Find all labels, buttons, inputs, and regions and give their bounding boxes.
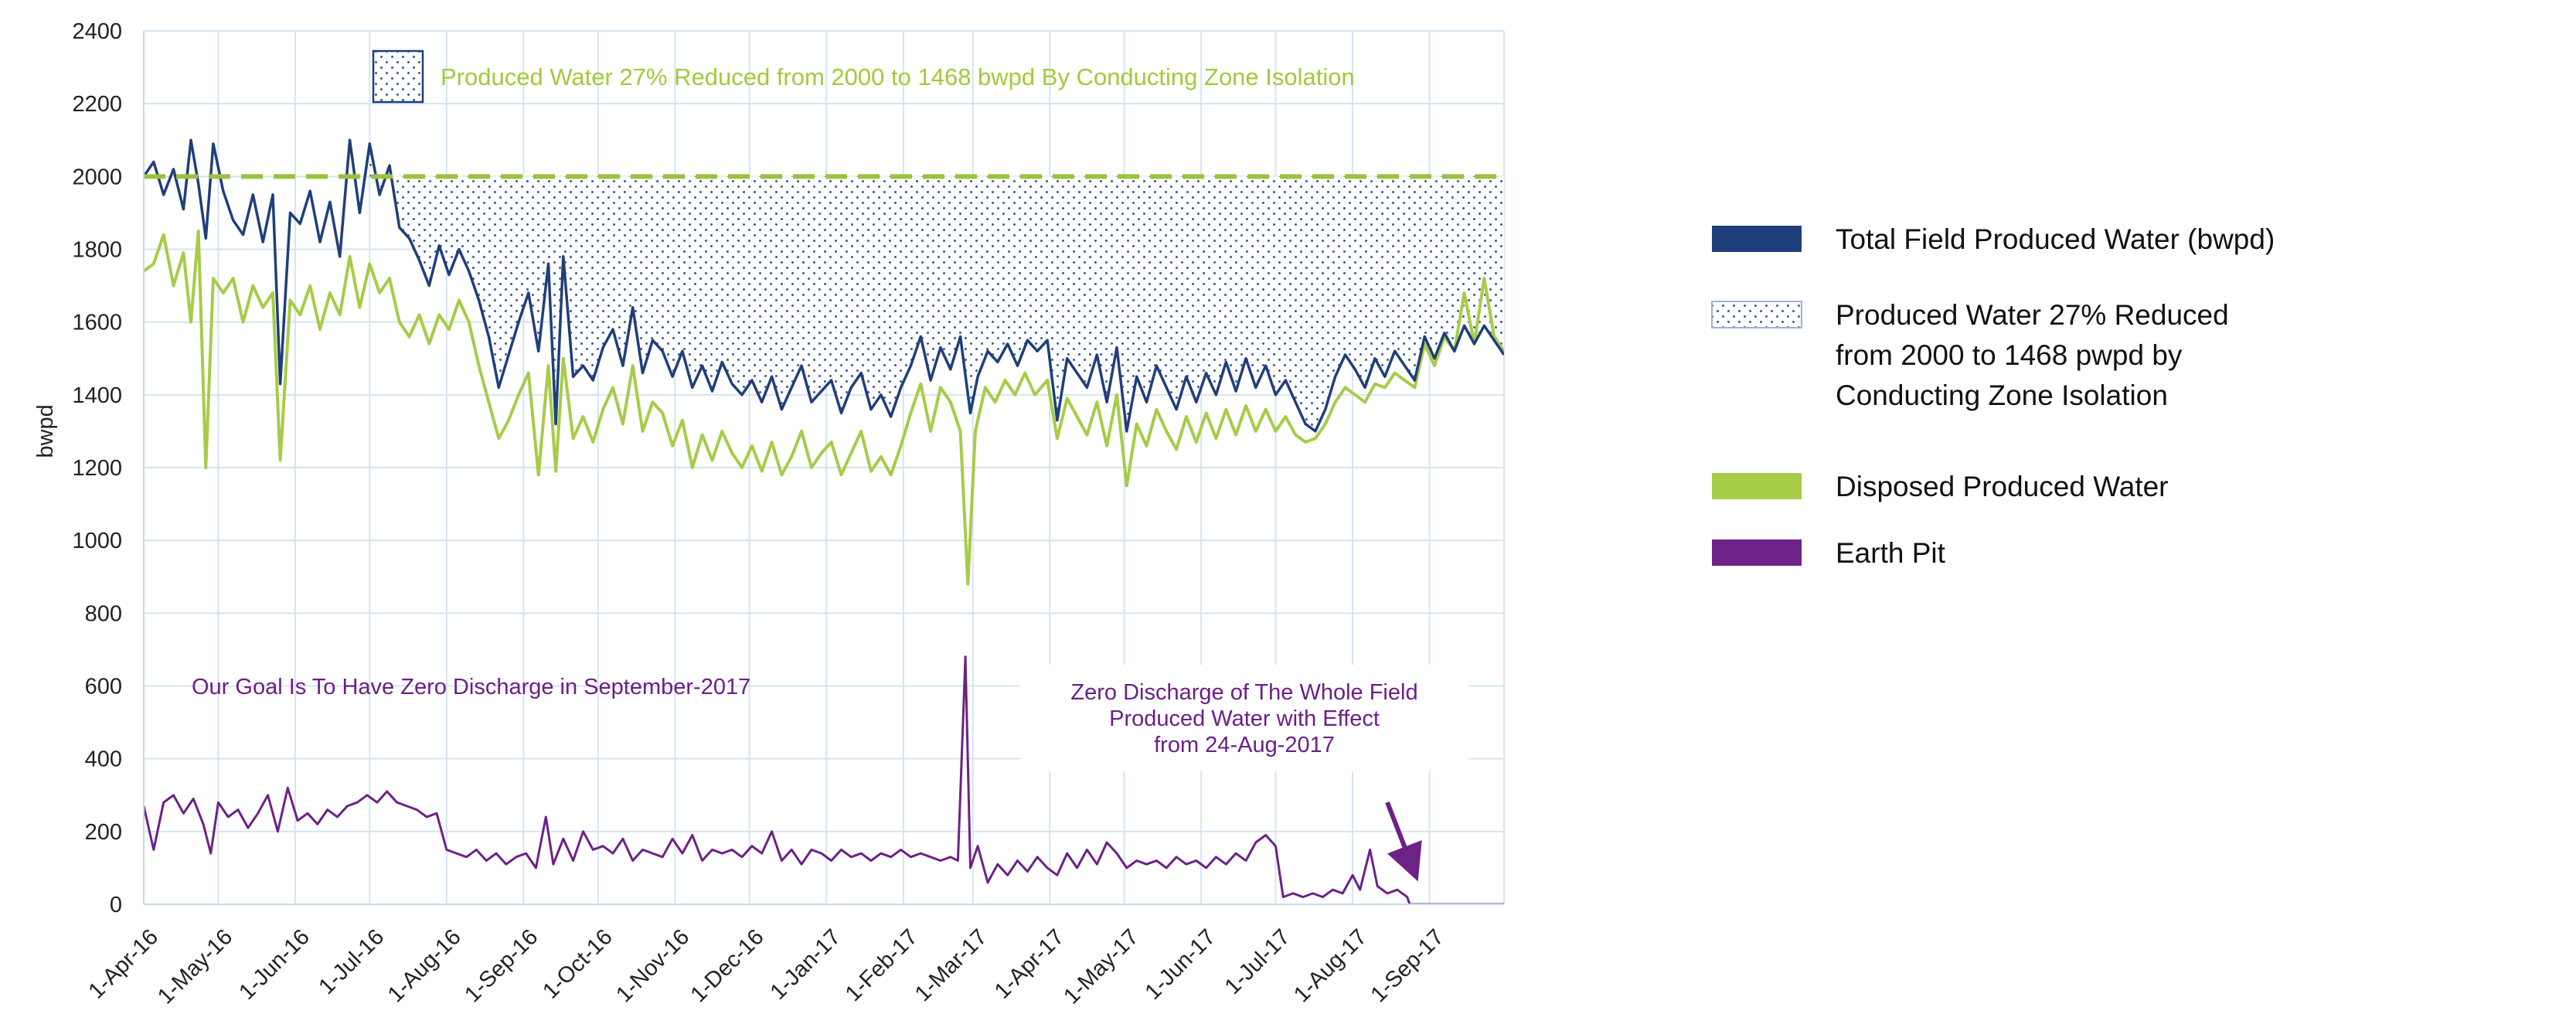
y-tick-label: 2000 [72, 165, 122, 189]
x-tick-label: 1-Jun-17 [1141, 924, 1221, 1005]
y-tick-label: 600 [85, 675, 122, 699]
x-tick-label: 1-Apr-16 [84, 924, 163, 1003]
x-tick-label: 1-Sep-17 [1366, 924, 1449, 1007]
x-tick-label: 1-Feb-17 [841, 924, 923, 1006]
x-tick-label: 1-Jul-17 [1220, 924, 1295, 999]
x-tick-label: 1-Aug-16 [383, 924, 466, 1007]
y-tick-label: 400 [85, 747, 122, 772]
earth-pit-line [144, 655, 1504, 904]
legend-swatch [1711, 301, 1802, 328]
top-annotation-text: Produced Water 27% Reduced from 2000 to … [441, 63, 1355, 90]
y-tick-label: 1600 [72, 311, 122, 335]
x-tick-label: 1-Mar-17 [910, 924, 992, 1006]
zero-discharge-annotation-line: Produced Water with Effect [1109, 706, 1380, 731]
y-tick-label: 2400 [72, 19, 122, 44]
total-field-produced-water-line [144, 138, 1504, 433]
legend-swatch [1712, 226, 1802, 252]
goal-annotation-text: Our Goal Is To Have Zero Discharge in Se… [192, 675, 750, 699]
disposed-produced-water-line [144, 230, 1504, 586]
x-tick-label: 1-Oct-16 [538, 924, 617, 1003]
zero-discharge-annotation-line: Zero Discharge of The Whole Field [1070, 680, 1417, 705]
x-tick-label: 1-May-17 [1059, 924, 1143, 1009]
series-lines [144, 138, 1504, 904]
x-tick-label: 1-Jan-17 [766, 924, 846, 1005]
axes: 0 200 400 600 800 1000 1200 1400 1600 1800 2000 220… [33, 19, 1504, 1009]
x-tick-label: 1-Apr-17 [990, 924, 1069, 1003]
legend-label: Produced Water 27% Reduced [1836, 299, 2229, 331]
y-tick-label: 1200 [72, 456, 122, 481]
y-tick-label: 200 [85, 820, 122, 845]
y-axis-title: bwpd [33, 404, 58, 458]
zero-discharge-annotation-line: from 24-Aug-2017 [1154, 733, 1335, 757]
legend-label: Conducting Zone Isolation [1836, 379, 2168, 411]
y-tick-label: 800 [85, 601, 122, 626]
legend-item-reduction-band: Produced Water 27% Reduced from 2000 to 1… [1711, 299, 2229, 411]
legend-label: Total Field Produced Water (bwpd) [1836, 223, 2275, 255]
legend-item-earth-pit: Earth Pit [1712, 537, 1946, 569]
legend-item-disposed: Disposed Produced Water [1712, 471, 2169, 502]
x-tick-label: 1-Jul-16 [314, 924, 389, 999]
x-tick-label: 1-Aug-17 [1289, 924, 1372, 1007]
legend-item-total: Total Field Produced Water (bwpd) [1712, 223, 2275, 255]
x-tick-label: 1-Sep-16 [460, 924, 543, 1007]
x-tick-label: 1-Dec-16 [686, 924, 769, 1007]
legend-label: from 2000 to 1468 pwpd by [1836, 339, 2183, 371]
y-tick-label: 2200 [72, 92, 122, 117]
reduction-band-area [369, 144, 1504, 431]
reduction-band-fill [369, 144, 1504, 431]
y-tick-label: 1800 [72, 238, 122, 263]
legend-swatch [1712, 473, 1802, 499]
y-tick-label: 0 [110, 893, 122, 917]
y-tick-label: 1000 [72, 529, 122, 553]
legend-label: Disposed Produced Water [1836, 471, 2169, 502]
top-annotation-swatch [372, 49, 424, 104]
legend-label: Earth Pit [1836, 537, 1946, 569]
zero-discharge-label-background [1020, 665, 1468, 771]
annotations: Produced Water 27% Reduced from 2000 to … [192, 49, 1468, 882]
x-tick-label: 1-Jun-16 [234, 924, 315, 1005]
x-tick-label: 1-May-16 [153, 924, 237, 1009]
x-tick-label: 1-Nov-16 [611, 924, 694, 1007]
legend: Total Field Produced Water (bwpd) Produce… [1711, 223, 2275, 569]
legend-swatch [1712, 539, 1802, 566]
y-tick-label: 1400 [72, 383, 122, 408]
zero-discharge-arrow [1385, 801, 1422, 882]
